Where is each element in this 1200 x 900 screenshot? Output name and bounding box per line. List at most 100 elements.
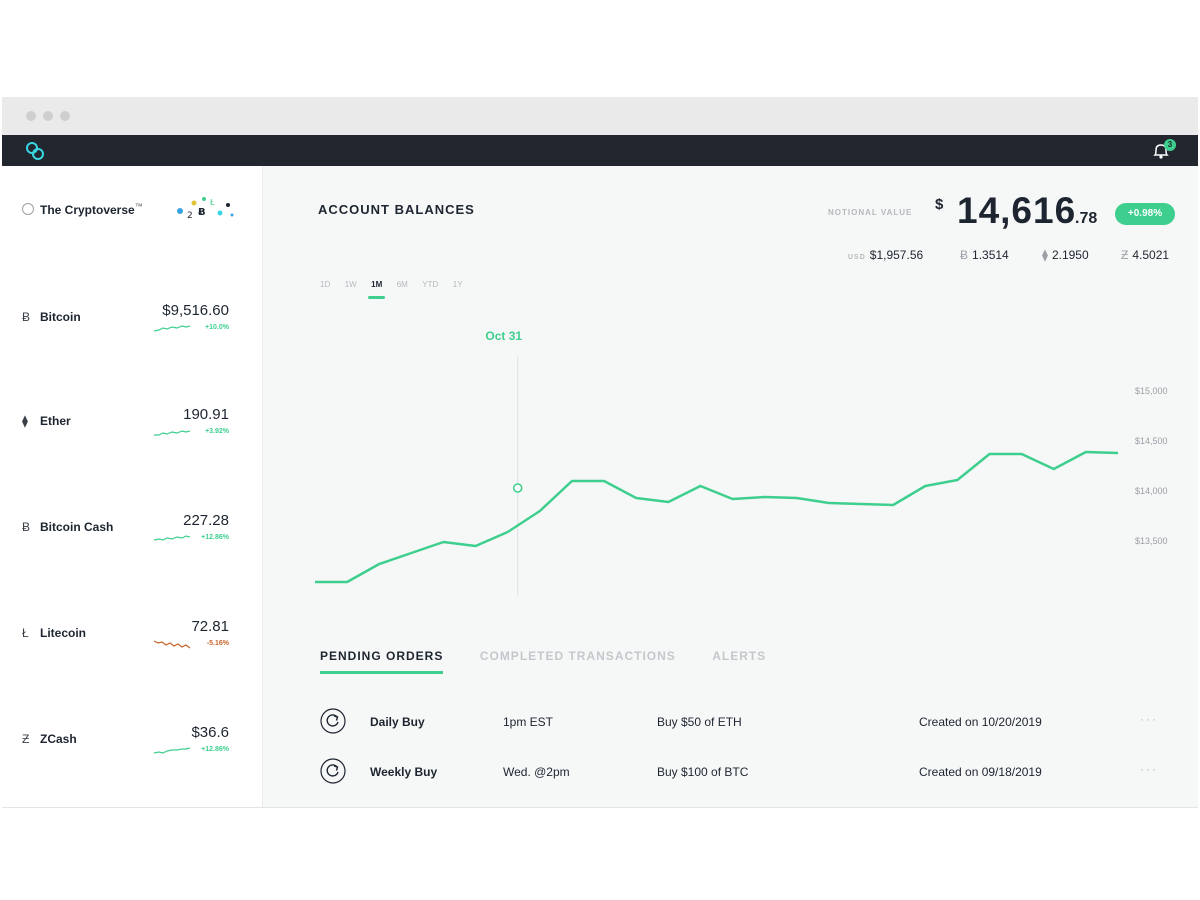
coin-price: 190.91 <box>183 406 229 423</box>
range-1w[interactable]: 1W <box>344 280 357 289</box>
recurring-icon <box>320 708 346 734</box>
sidebar: The Cryptoverse™ 2 Ƀ Ł Ƀ Bitcoin $9,516.… <box>2 166 263 807</box>
top-nav: 3 <box>2 135 1198 166</box>
coin-price: $36.6 <box>191 724 229 741</box>
coin-change: +3.92% <box>205 428 229 435</box>
coin-change: +10.0% <box>205 324 229 331</box>
svg-text:Ł: Ł <box>209 198 215 207</box>
range-6m[interactable]: 6M <box>396 280 408 289</box>
svg-text:2: 2 <box>187 211 193 221</box>
order-name: Daily Buy <box>370 715 425 729</box>
tab-alerts[interactable]: ALERTS <box>712 649 767 663</box>
coin-change: -5.16% <box>206 640 229 647</box>
bitcoin-icon: Ƀ <box>960 248 969 262</box>
sparkline-up <box>154 325 190 332</box>
crypto-index-icon <box>22 203 34 215</box>
sidebar-header: The Cryptoverse™ <box>22 202 143 217</box>
svg-text:Ƀ: Ƀ <box>198 207 206 218</box>
coin-price: 227.28 <box>183 512 229 529</box>
sparkline-down <box>154 640 190 649</box>
zcash-icon: Ƶ <box>1121 248 1129 262</box>
page-title: ACCOUNT BALANCES <box>318 202 475 217</box>
recurring-icon <box>320 758 346 784</box>
coin-change: +12.86% <box>201 746 229 753</box>
order-row[interactable]: Weekly Buy Wed. @2pm Buy $100 of BTC Cre… <box>320 758 1170 788</box>
coin-row-zcash[interactable]: Ƶ ZCash $36.6 +12.86% <box>22 724 237 792</box>
order-created: Created on 09/18/2019 <box>919 765 1042 779</box>
balance-label: USD <box>848 254 866 261</box>
order-schedule: 1pm EST <box>503 715 554 729</box>
coin-row-litecoin[interactable]: Ł Litecoin 72.81 -5.16% <box>22 618 237 686</box>
bell-icon[interactable] <box>1150 141 1172 161</box>
order-row[interactable]: Daily Buy 1pm EST Buy $50 of ETH Created… <box>320 708 1170 738</box>
y-tick-label: $14,000 <box>1135 486 1168 496</box>
balance-btc: Ƀ 1.3514 <box>960 248 1009 262</box>
coin-row-ether[interactable]: ⧫ Ether 190.91 +3.92% <box>22 406 237 474</box>
coin-cluster-icon: 2 Ƀ Ł <box>177 197 234 221</box>
bitcoin-icon: Ƀ <box>22 310 31 324</box>
coin-row-bitcoin-cash[interactable]: Ƀ Bitcoin Cash 227.28 +12.86% <box>22 512 237 580</box>
balance-chart[interactable]: $13,500$14,000$14,500$15,0002325272931NO… <box>263 316 1198 596</box>
coin-row-bitcoin[interactable]: Ƀ Bitcoin $9,516.60 +10.0% <box>22 302 237 370</box>
notional-change-badge: +0.98% <box>1115 203 1175 225</box>
coin-name: Bitcoin Cash <box>40 520 114 534</box>
time-range-selector: 1D 1W 1M 6M YTD 1Y <box>320 274 473 299</box>
notification-badge: 3 <box>1164 139 1176 151</box>
range-1y[interactable]: 1Y <box>452 280 463 289</box>
y-tick-label: $13,500 <box>1135 536 1168 546</box>
ether-icon: ⧫ <box>1042 248 1048 262</box>
notional-value: 14,616 <box>957 190 1077 231</box>
order-schedule: Wed. @2pm <box>503 765 570 779</box>
range-ytd[interactable]: YTD <box>422 280 439 289</box>
highlight-date-label: Oct 31 <box>485 329 522 343</box>
window-zoom-dot[interactable] <box>60 111 70 121</box>
notional-cents: .78 <box>1075 210 1098 227</box>
order-created: Created on 10/20/2019 <box>919 715 1042 729</box>
coin-change: +12.86% <box>201 534 229 541</box>
notional-currency: $ <box>935 196 944 213</box>
more-options-icon[interactable]: ··· <box>1140 712 1158 726</box>
notional-value-label: NOTIONAL VALUE <box>828 208 913 217</box>
window-close-dot[interactable] <box>26 111 36 121</box>
sparkline-up <box>154 430 190 436</box>
coin-price: $9,516.60 <box>162 302 229 319</box>
y-tick-label: $14,500 <box>1135 436 1168 446</box>
gemini-logo-icon[interactable] <box>24 141 46 161</box>
coin-name: Ether <box>40 414 71 428</box>
balance-eth: ⧫ 2.1950 <box>1042 248 1089 262</box>
title-bar <box>2 97 1198 135</box>
sidebar-title: The Cryptoverse <box>40 203 135 217</box>
window-minimize-dot[interactable] <box>43 111 53 121</box>
balance-series-line <box>315 450 1119 584</box>
highlight-point <box>512 483 523 493</box>
coin-name: ZCash <box>40 732 77 746</box>
balance-zec: Ƶ 4.5021 <box>1121 248 1169 262</box>
order-action: Buy $50 of ETH <box>657 715 742 729</box>
balance-value: $1,957.56 <box>869 248 924 262</box>
tab-completed-transactions[interactable]: COMPLETED TRANSACTIONS <box>479 649 676 663</box>
range-1m[interactable]: 1M <box>368 280 386 299</box>
balance-value: 1.3514 <box>972 248 1009 262</box>
tab-pending-orders[interactable]: PENDING ORDERS <box>320 649 444 674</box>
zcash-icon: Ƶ <box>22 732 30 746</box>
main-panel: ACCOUNT BALANCES NOTIONAL VALUE $ 14,616… <box>263 166 1198 807</box>
y-tick-label: $15,000 <box>1135 386 1168 396</box>
coin-name: Litecoin <box>40 626 87 640</box>
order-name: Weekly Buy <box>370 765 438 779</box>
coin-name: Bitcoin <box>40 310 81 324</box>
sparkline-up <box>154 535 190 541</box>
balance-value: 2.1950 <box>1051 248 1089 262</box>
coin-price: 72.81 <box>191 618 229 635</box>
range-1d[interactable]: 1D <box>320 280 331 289</box>
balance-usd: USD $1,957.56 <box>848 248 923 262</box>
sparkline-up <box>154 747 190 754</box>
bitcoin-cash-icon: Ƀ <box>22 520 31 534</box>
ether-icon: ⧫ <box>22 414 28 428</box>
trademark-mark: ™ <box>134 202 143 211</box>
orders-tabs: PENDING ORDERS COMPLETED TRANSACTIONS AL… <box>320 647 798 674</box>
litecoin-icon: Ł <box>22 626 29 640</box>
more-options-icon[interactable]: ··· <box>1140 762 1158 776</box>
order-action: Buy $100 of BTC <box>657 765 749 779</box>
app-window: 3 The Cryptoverse™ 2 Ƀ Ł Ƀ Bitcoin $9,51… <box>2 97 1198 808</box>
balance-value: 4.5021 <box>1132 248 1170 262</box>
